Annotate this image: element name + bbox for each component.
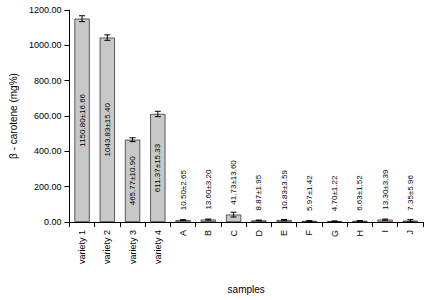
svg-text:13.60±3.20: 13.60±3.20 <box>204 169 213 210</box>
svg-text:611.37±15.33: 611.37±15.33 <box>153 143 162 192</box>
svg-text:G: G <box>330 230 340 237</box>
svg-text:1200.00: 1200.00 <box>29 5 62 15</box>
svg-text:13.30±3.39: 13.30±3.39 <box>381 169 390 210</box>
svg-text:6.63±1.52: 6.63±1.52 <box>355 175 364 211</box>
svg-text:β - carotene (mg%): β - carotene (mg%) <box>8 73 19 159</box>
svg-text:C: C <box>229 230 239 237</box>
svg-text:E: E <box>279 230 289 236</box>
svg-text:800.00: 800.00 <box>34 76 62 86</box>
svg-text:D: D <box>254 230 264 237</box>
svg-text:41.73±13.60: 41.73±13.60 <box>229 160 238 205</box>
svg-text:200.00: 200.00 <box>34 182 62 192</box>
svg-text:F: F <box>304 230 314 236</box>
svg-text:4.70±1.22: 4.70±1.22 <box>330 175 339 211</box>
svg-text:10.50±2.65: 10.50±2.65 <box>179 170 188 211</box>
svg-text:400.00: 400.00 <box>34 146 62 156</box>
svg-text:samples: samples <box>228 284 265 295</box>
svg-text:H: H <box>355 230 365 237</box>
svg-text:10.83±3.59: 10.83±3.59 <box>280 170 289 211</box>
svg-text:1043.83±15.40: 1043.83±15.40 <box>103 103 112 157</box>
svg-text:1150.80±16.66: 1150.80±16.66 <box>78 93 87 146</box>
svg-text:465.77±10.90: 465.77±10.90 <box>128 156 137 205</box>
svg-text:5.97±1.42: 5.97±1.42 <box>305 175 314 211</box>
svg-text:0.00: 0.00 <box>44 217 62 227</box>
svg-text:I: I <box>380 230 390 233</box>
svg-text:A: A <box>178 230 188 236</box>
svg-text:8.87±1.95: 8.87±1.95 <box>254 174 263 210</box>
svg-text:600.00: 600.00 <box>34 111 62 121</box>
svg-text:1000.00: 1000.00 <box>29 40 62 50</box>
svg-text:variety 1: variety 1 <box>77 230 87 264</box>
svg-text:B: B <box>203 230 213 236</box>
svg-text:J: J <box>405 230 415 235</box>
svg-text:7.35±5.96: 7.35±5.96 <box>406 175 415 211</box>
svg-text:variety 4: variety 4 <box>153 230 163 264</box>
svg-text:variety 2: variety 2 <box>102 230 112 264</box>
svg-text:variety 3: variety 3 <box>128 230 138 264</box>
